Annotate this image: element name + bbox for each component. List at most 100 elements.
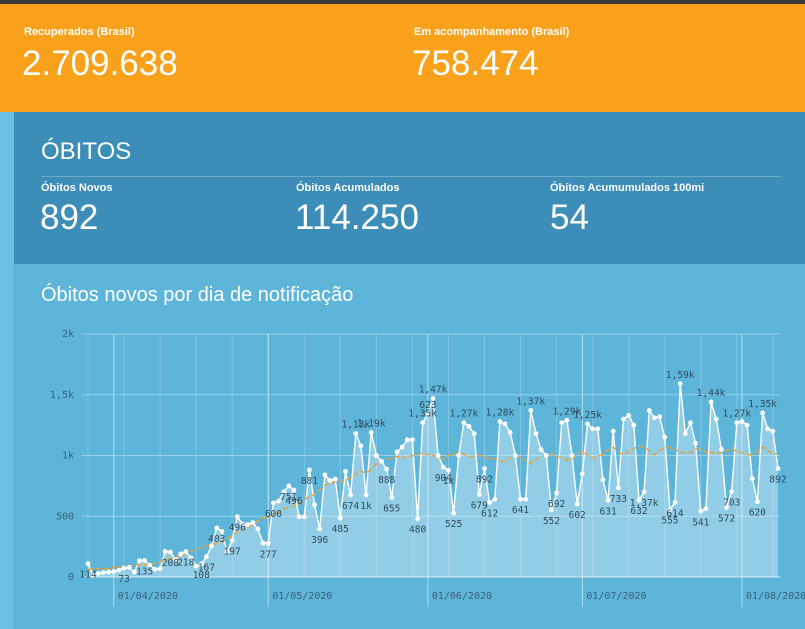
data-label: 135 — [136, 566, 153, 577]
data-point — [219, 529, 225, 534]
data-point — [621, 416, 626, 422]
data-label: 480 — [409, 525, 426, 536]
data-label: 1,47k — [419, 384, 448, 395]
data-point — [662, 434, 668, 440]
monitoring-value: 758.474 — [412, 44, 539, 83]
data-point — [585, 421, 590, 427]
data-point — [657, 414, 662, 419]
data-point — [579, 471, 585, 477]
recovered-value: 2.709.638 — [22, 44, 178, 83]
data-point — [734, 420, 740, 426]
data-point — [332, 476, 338, 482]
data-point — [260, 540, 266, 546]
recovered-label: Recuperados (Brasil) — [24, 26, 135, 38]
left-strip — [0, 112, 14, 629]
data-label: 614 — [666, 508, 683, 519]
data-label: 1,28k — [486, 408, 515, 419]
data-label: 396 — [311, 535, 328, 546]
data-point — [234, 514, 240, 519]
data-point — [85, 561, 91, 566]
data-point — [198, 561, 204, 567]
data-label: 692 — [548, 499, 565, 510]
data-point — [760, 410, 765, 416]
data-label: 197 — [224, 547, 241, 558]
data-point — [291, 487, 297, 493]
data-point — [487, 500, 492, 505]
data-label: 679 — [471, 501, 488, 512]
data-point — [250, 520, 256, 525]
data-point — [152, 566, 158, 572]
data-label: 892 — [769, 475, 786, 486]
data-point — [708, 399, 714, 405]
data-point — [271, 500, 276, 506]
data-point — [543, 453, 549, 458]
data-point — [368, 430, 374, 435]
data-point — [229, 538, 235, 543]
data-point — [513, 453, 518, 458]
data-point — [610, 428, 616, 434]
chart-panel: Óbitos novos por dia de notificação 0 500… — [14, 264, 805, 629]
data-point — [121, 565, 127, 571]
data-point — [636, 497, 642, 503]
data-label: 1,18k — [341, 420, 370, 431]
data-point — [595, 426, 601, 432]
y-tick-label: 1k — [62, 451, 74, 462]
data-label: 218 — [177, 558, 194, 569]
data-point — [698, 508, 704, 514]
data-point — [374, 453, 379, 458]
data-point — [724, 505, 729, 510]
data-label: 751 — [280, 492, 297, 503]
data-point — [183, 549, 189, 555]
data-point — [775, 466, 781, 471]
data-point — [446, 467, 451, 473]
per100k-deaths-value: 54 — [550, 198, 589, 237]
deaths-panel: ÓBITOS Óbitos Novos 892 Óbitos Acumulado… — [14, 112, 805, 264]
data-label: 277 — [260, 549, 277, 560]
data-label: 600 — [265, 509, 282, 520]
data-point — [116, 567, 122, 573]
data-point — [605, 497, 611, 503]
data-label: 1,25k — [573, 410, 602, 421]
data-point — [631, 422, 637, 428]
data-point — [343, 469, 348, 474]
data-point — [497, 419, 503, 424]
data-point — [147, 562, 153, 568]
data-label: 655 — [383, 503, 400, 514]
data-point — [296, 514, 302, 520]
data-point — [379, 458, 384, 464]
data-point — [312, 502, 317, 508]
data-point — [363, 492, 369, 498]
data-label: 632 — [630, 506, 647, 517]
per100k-deaths-label: Óbitos Acumumulados 100mi — [550, 182, 705, 194]
data-point — [358, 443, 364, 449]
data-point — [693, 440, 698, 446]
data-label: 888 — [378, 475, 395, 486]
data-point — [502, 421, 508, 427]
data-point — [193, 563, 199, 569]
data-point — [389, 494, 395, 500]
data-point — [739, 419, 745, 424]
data-point — [410, 437, 415, 443]
data-point — [425, 411, 431, 417]
data-label: 1,29k — [553, 406, 582, 417]
data-point — [549, 507, 554, 513]
data-label: 733 — [610, 494, 627, 505]
data-point — [399, 444, 405, 450]
data-point — [240, 521, 245, 527]
data-point — [106, 569, 111, 575]
data-label: 612 — [481, 509, 498, 520]
accumulated-deaths-label: Óbitos Acumulados — [296, 182, 400, 194]
data-point — [286, 483, 292, 489]
data-label: 1k — [443, 476, 455, 487]
data-point — [157, 566, 163, 571]
data-label: 208 — [162, 558, 179, 569]
data-point — [554, 490, 559, 496]
data-label: 403 — [208, 534, 225, 545]
data-point — [574, 501, 580, 507]
data-point — [528, 408, 534, 413]
data-point — [471, 431, 477, 436]
data-point — [590, 426, 595, 432]
data-point — [440, 464, 446, 470]
data-label: 114 — [79, 570, 96, 581]
data-label: 641 — [512, 505, 529, 516]
